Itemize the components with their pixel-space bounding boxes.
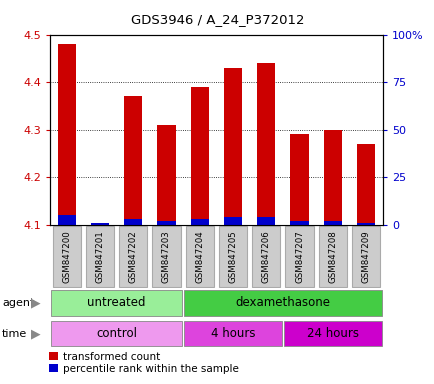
Bar (356, 223, 375, 225)
FancyBboxPatch shape (51, 321, 182, 346)
FancyBboxPatch shape (318, 226, 346, 287)
Text: GSM847205: GSM847205 (228, 230, 237, 283)
FancyBboxPatch shape (285, 226, 313, 287)
Bar (124, 96, 142, 225)
Text: GSM847202: GSM847202 (128, 230, 138, 283)
FancyBboxPatch shape (184, 290, 381, 316)
Bar (323, 221, 341, 225)
FancyBboxPatch shape (119, 226, 147, 287)
Text: agent: agent (2, 298, 34, 308)
Text: GSM847204: GSM847204 (195, 230, 204, 283)
Text: ▶: ▶ (31, 296, 41, 310)
FancyBboxPatch shape (51, 290, 182, 316)
Text: control: control (96, 327, 137, 340)
Bar (323, 130, 341, 225)
FancyBboxPatch shape (184, 321, 282, 346)
FancyBboxPatch shape (252, 226, 280, 287)
FancyBboxPatch shape (185, 226, 214, 287)
Text: 4 hours: 4 hours (210, 327, 255, 340)
Text: GSM847206: GSM847206 (261, 230, 270, 283)
Bar (256, 217, 275, 225)
FancyBboxPatch shape (85, 226, 114, 287)
FancyBboxPatch shape (283, 321, 381, 346)
FancyBboxPatch shape (351, 226, 379, 287)
Text: untreated: untreated (87, 296, 145, 310)
Bar (91, 223, 109, 225)
Bar (57, 215, 76, 225)
Text: GSM847201: GSM847201 (95, 230, 104, 283)
Bar (256, 63, 275, 225)
FancyBboxPatch shape (218, 226, 247, 287)
Text: GSM847209: GSM847209 (361, 230, 370, 283)
Text: GSM847203: GSM847203 (161, 230, 171, 283)
Bar (224, 217, 242, 225)
Text: GDS3946 / A_24_P372012: GDS3946 / A_24_P372012 (131, 13, 303, 26)
Legend: transformed count, percentile rank within the sample: transformed count, percentile rank withi… (44, 348, 243, 378)
Bar (224, 68, 242, 225)
FancyBboxPatch shape (53, 226, 81, 287)
FancyBboxPatch shape (152, 226, 180, 287)
Text: dexamethasone: dexamethasone (235, 296, 330, 310)
Bar (57, 44, 76, 225)
Bar (157, 125, 175, 225)
Bar (290, 134, 308, 225)
Text: ▶: ▶ (31, 327, 41, 340)
Text: GSM847207: GSM847207 (294, 230, 303, 283)
Text: GSM847200: GSM847200 (62, 230, 71, 283)
Bar (157, 221, 175, 225)
Bar (124, 219, 142, 225)
Bar (190, 87, 208, 225)
Bar (190, 219, 208, 225)
Text: 24 hours: 24 hours (306, 327, 358, 340)
Bar (356, 144, 375, 225)
Text: time: time (2, 329, 27, 339)
Bar (290, 221, 308, 225)
Text: GSM847208: GSM847208 (328, 230, 337, 283)
